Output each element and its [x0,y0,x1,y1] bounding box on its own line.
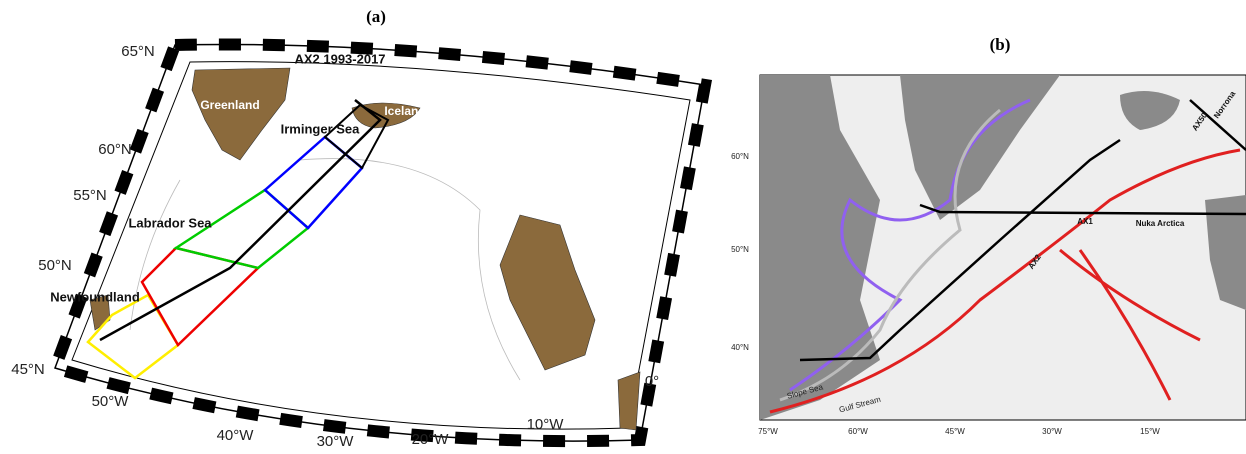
current-red [769,148,1241,414]
ax2-track [799,138,1121,362]
lon-label: 30°W [1042,427,1062,436]
land-america [760,75,880,420]
land-europe [1205,195,1246,310]
lon-label: 45°W [945,427,965,436]
land-greenland [900,75,1060,220]
lon-label: 60°W [848,427,868,436]
lat-label: 65°N [121,43,155,60]
land-iceland [1120,91,1180,130]
place-label: Greenland [200,98,259,112]
panel-label: (a) [366,7,386,26]
lat-label: 60°N [98,141,132,158]
line-label: AX1 [1077,217,1093,226]
panel-a: (a) AX2 1993-2017 Greenland Iceland Irmi… [11,7,713,450]
current-red [1059,248,1201,401]
ax2-track [99,99,382,342]
lat-label: 40°N [731,343,749,352]
lat-label: 45°N [11,361,45,378]
land-europe [617,371,641,431]
lon-label: 75°W [758,427,778,436]
map-title: AX2 1993-2017 [294,51,385,66]
lat-label: 50°N [731,245,749,254]
lat-label: 55°N [73,187,107,204]
panel-b: (b) AX1 AX2 AX50 Nuka Arctica Norrona Gu… [731,35,1246,436]
place-label: Irminger Sea [281,121,361,136]
lon-label: 10°W [527,416,565,433]
ax50-track [1189,99,1246,151]
lon-label: 15°W [1140,427,1160,436]
place-label: Labrador Sea [128,215,212,230]
frame-checker [47,38,713,448]
place-label: Iceland [384,104,425,118]
lat-label: 60°N [731,152,749,161]
currents [769,98,1241,414]
panel-label: (b) [990,35,1011,54]
lon-label: 20°W [412,431,450,448]
current-gray [779,108,1001,402]
land-britain [499,214,596,371]
ax1-track [919,203,1246,216]
land-greenland [191,67,291,161]
line-label: Nuka Arctica [1136,219,1185,228]
lon-label: 30°W [317,433,355,449]
lon-label: 40°W [217,427,255,444]
lon-label: 50°W [92,393,130,410]
place-label: Newfoundland [50,289,140,304]
box-black [323,103,390,170]
lat-label: 50°N [38,257,72,274]
lon-label: 0° [645,373,659,390]
